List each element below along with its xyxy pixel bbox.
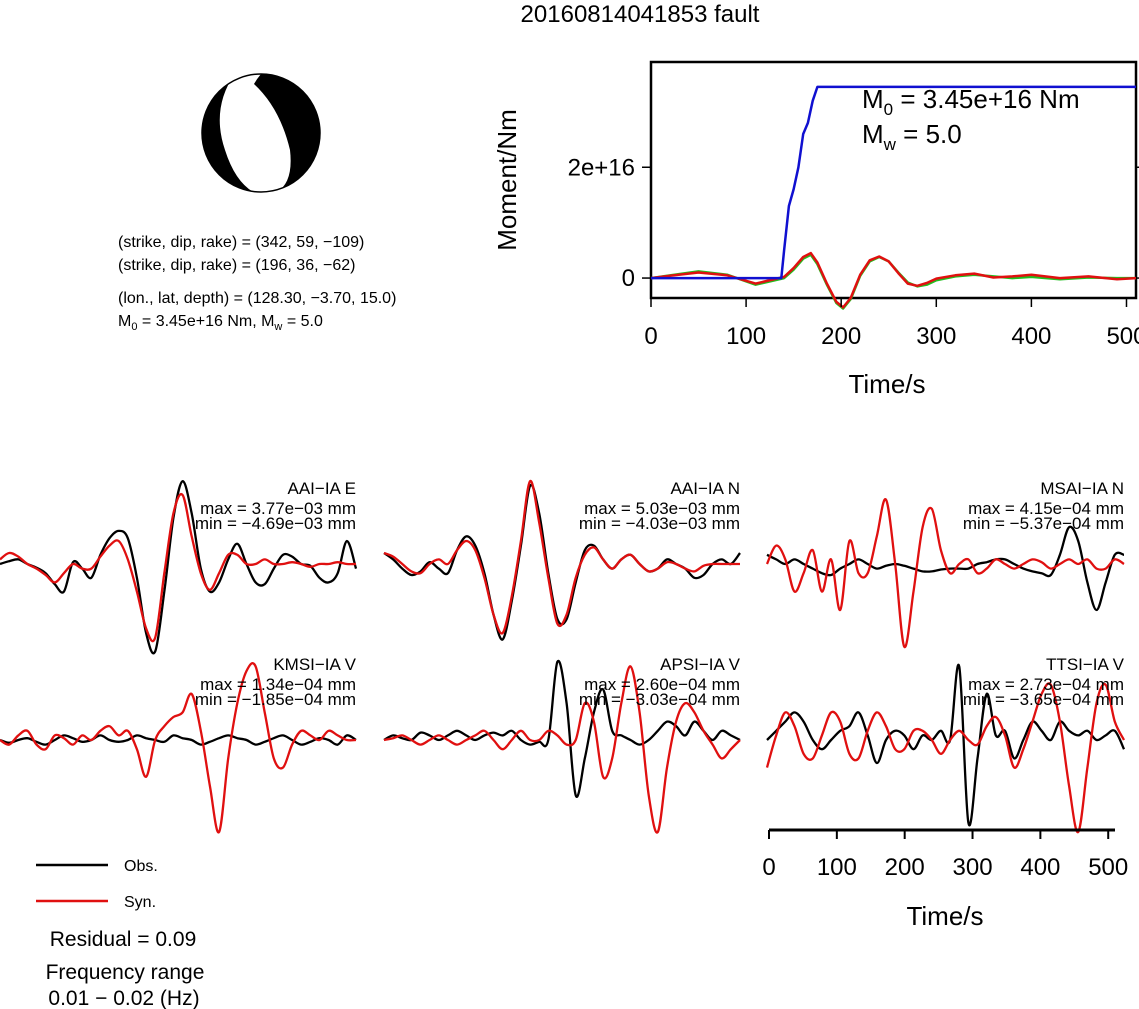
beachball bbox=[201, 73, 321, 193]
obs-trace bbox=[766, 525, 1125, 612]
residual-label: Residual = 0.09 bbox=[50, 928, 197, 951]
mechanism-line-2: (strike, dip, rake) = (196, 36, −62) bbox=[118, 257, 355, 274]
station-max: max = 4.15e−04 mm bbox=[968, 499, 1124, 518]
syn-trace bbox=[0, 662, 357, 834]
moment-xtick-label: 200 bbox=[821, 323, 861, 350]
station-max: max = 3.77e−03 mm bbox=[200, 499, 356, 518]
beachball-white-lobe bbox=[219, 74, 291, 192]
moment-axes: 0 100 200 300 400 500 0 2e+16 bbox=[568, 154, 1139, 350]
legend: Obs. Syn. Residual = 0.09 Frequency rang… bbox=[36, 858, 204, 1009]
syn-trace bbox=[0, 493, 357, 643]
waveform-time-axis: 0 100 200 300 400 500 bbox=[762, 828, 1128, 881]
moment-xtick-label: 300 bbox=[916, 323, 956, 350]
syn-trace bbox=[765, 498, 1125, 648]
station-min: min = −3.65e−04 mm bbox=[963, 690, 1124, 709]
moment-m0-label: M0 = 3.45e+16 Nm bbox=[862, 84, 1080, 119]
station-min: min = −1.85e−04 mm bbox=[195, 690, 356, 709]
moment-ytick-label: 2e+16 bbox=[568, 154, 635, 181]
moment-series-group bbox=[650, 85, 1137, 310]
waveform-xtick-label: 400 bbox=[1020, 854, 1060, 881]
station-min: min = −4.03e−03 mm bbox=[579, 514, 740, 533]
mechanism-line-4: M0 = 3.45e+16 Nm, Mw = 5.0 bbox=[118, 313, 323, 333]
waveform-xlabel: Time/s bbox=[906, 901, 983, 931]
waveform-xtick-label: 100 bbox=[817, 854, 857, 881]
moment-mw-label: Mw = 5.0 bbox=[862, 119, 962, 154]
moment-panel: 010020030040050002e+16 Moment/Nm Time/s … bbox=[492, 60, 1139, 399]
waveform-xtick-label: 300 bbox=[953, 854, 993, 881]
waveform-xtick-label: 500 bbox=[1088, 854, 1128, 881]
figure-title: 20160814041853 fault bbox=[521, 1, 760, 28]
moment-ylabel: Moment/Nm bbox=[492, 109, 522, 251]
waveform-xtick-label: 200 bbox=[885, 854, 925, 881]
moment-xlabel: Time/s bbox=[848, 369, 925, 399]
moment-series-0 bbox=[651, 85, 1136, 280]
station-name: AAI−IA E bbox=[287, 479, 356, 498]
moment-frame bbox=[649, 60, 1138, 300]
station-name: TTSI−IA V bbox=[1046, 655, 1125, 674]
moment-series-2 bbox=[650, 251, 1137, 309]
frequency-value: 0.01 − 0.02 (Hz) bbox=[48, 987, 199, 1009]
syn-trace bbox=[765, 682, 1126, 834]
station-name: MSAI−IA N bbox=[1040, 479, 1124, 498]
obs-trace bbox=[0, 734, 357, 746]
mechanism-line-1: (strike, dip, rake) = (342, 59, −109) bbox=[118, 234, 364, 251]
station-min: min = −4.69e−03 mm bbox=[195, 514, 356, 533]
station-max: max = 1.34e−04 mm bbox=[200, 675, 356, 694]
obs-trace bbox=[0, 480, 358, 655]
station-max: max = 2.60e−04 mm bbox=[584, 675, 740, 694]
frequency-label: Frequency range bbox=[46, 961, 205, 984]
station-name: APSI−IA V bbox=[660, 655, 741, 674]
moment-ytick-label: 0 bbox=[622, 265, 635, 292]
syn-trace bbox=[383, 480, 740, 635]
moment-xtick-label: 100 bbox=[726, 323, 766, 350]
moment-xtick-label: 400 bbox=[1011, 323, 1051, 350]
legend-syn-label: Syn. bbox=[124, 894, 156, 911]
moment-xtick-label: 0 bbox=[644, 323, 657, 350]
moment-series-1 bbox=[650, 253, 1136, 310]
legend-obs-label: Obs. bbox=[124, 858, 158, 875]
syn-trace bbox=[383, 665, 741, 834]
mechanism-info: (strike, dip, rake) = (342, 59, −109) (s… bbox=[118, 234, 396, 333]
waveform-xtick-label: 0 bbox=[762, 854, 775, 881]
station-min: min = −5.37e−04 mm bbox=[963, 514, 1124, 533]
station-name: AAI−IA N bbox=[671, 479, 740, 498]
station-min: min = −3.03e−04 mm bbox=[579, 690, 740, 709]
station-max: max = 5.03e−03 mm bbox=[584, 499, 740, 518]
station-max: max = 2.73e−04 mm bbox=[968, 675, 1124, 694]
station-name: KMSI−IA V bbox=[273, 655, 356, 674]
mechanism-line-3: (lon., lat, depth) = (128.30, −3.70, 15.… bbox=[118, 290, 396, 307]
moment-xtick-label: 500 bbox=[1106, 323, 1139, 350]
